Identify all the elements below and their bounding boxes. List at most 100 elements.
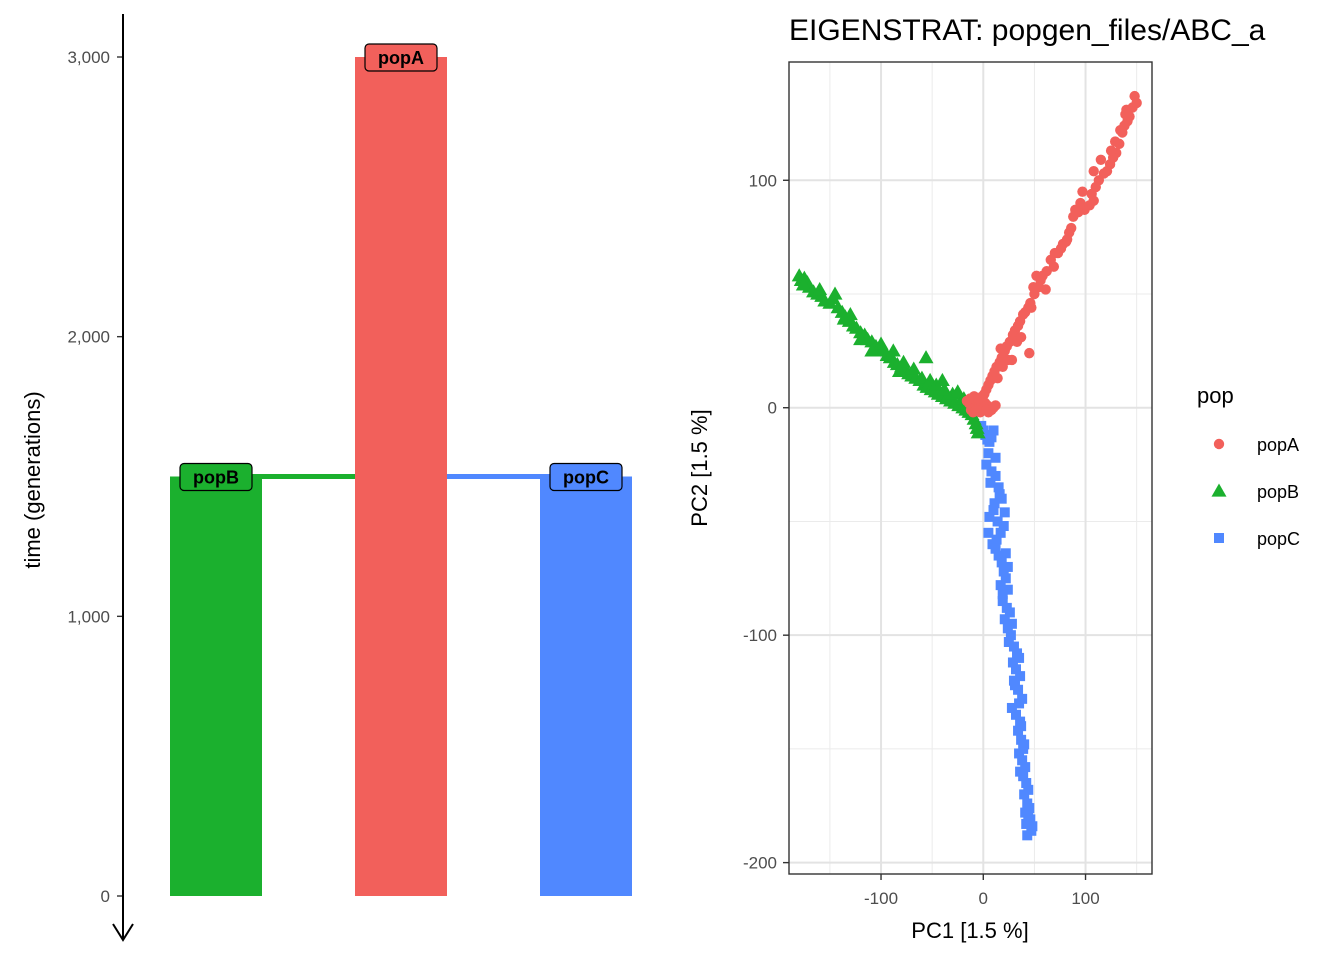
bar-popA [355, 57, 447, 896]
point-popC [988, 425, 999, 436]
point-popC [1021, 778, 1032, 789]
left-y-tick-label: 3,000 [67, 48, 110, 67]
point-popC [1011, 664, 1022, 675]
pca-y-axis-title: PC2 [1.5 %] [687, 409, 712, 526]
point-popC [1014, 652, 1025, 663]
point-popC [999, 507, 1010, 518]
pca-points [791, 90, 1142, 841]
label-text: popC [563, 468, 609, 488]
point-popC [986, 432, 997, 443]
point-popA [990, 400, 1001, 411]
pca-grid [789, 62, 1152, 874]
point-popA [1028, 281, 1039, 293]
point-popC [1019, 739, 1030, 750]
population-history-panel: 0 1,000 2,000 3,000 popB popA popC time (gene… [20, 14, 632, 942]
point-popC [995, 527, 1006, 538]
pca-panel: EIGENSTRAT: popgen_files/ABC_a -100 0 100-… [687, 14, 1300, 943]
point-popC [983, 527, 994, 538]
bar-popC [540, 476, 632, 896]
pca-title: EIGENSTRAT: popgen_files/ABC_a [789, 14, 1266, 47]
point-popA [1061, 234, 1073, 245]
label-popB: popB [179, 462, 253, 492]
legend-label-popB: popB [1257, 482, 1299, 502]
point-popC [1009, 680, 1020, 691]
point-popA [1095, 154, 1107, 166]
pca-y-tick-label: 0 [768, 399, 777, 418]
point-popA [1105, 145, 1117, 156]
point-popA [1088, 165, 1099, 177]
point-popC [984, 511, 995, 522]
label-text: popA [378, 48, 424, 68]
label-text: popB [193, 468, 239, 488]
point-popC [1016, 721, 1027, 732]
point-popB [936, 382, 952, 396]
point-popA [997, 361, 1008, 372]
point-popB [795, 277, 811, 291]
legend-key-popB [1211, 483, 1227, 497]
point-popA [1066, 222, 1077, 234]
point-popB [918, 350, 934, 364]
point-popC [1014, 748, 1025, 759]
point-popA [1015, 332, 1027, 343]
point-popA [972, 393, 984, 404]
label-box [179, 462, 253, 492]
point-popC [1025, 814, 1036, 825]
point-popC [1007, 657, 1018, 668]
pca-x-axis-title: PC1 [1.5 %] [911, 918, 1028, 943]
point-popC [988, 505, 999, 516]
point-popC [991, 534, 1002, 545]
point-popC [1008, 641, 1019, 652]
point-popA [1026, 302, 1037, 313]
point-popC [1011, 709, 1022, 720]
legend-title: pop [1197, 383, 1234, 408]
point-popA [1109, 136, 1121, 147]
point-popC [1017, 755, 1028, 766]
point-popC [1014, 698, 1025, 709]
point-popC [1006, 702, 1017, 713]
point-popC [992, 516, 1003, 527]
point-popB [873, 336, 889, 350]
label-box [549, 462, 623, 492]
point-popC [1000, 548, 1011, 559]
point-popB [885, 343, 901, 357]
label-popA: popA [364, 43, 438, 72]
point-popA [1121, 104, 1132, 115]
left-y-tick-label: 2,000 [67, 328, 110, 347]
legend-label-popA: popA [1257, 435, 1299, 455]
pca-x-tick-label: -100 [864, 889, 898, 908]
point-popA [1131, 97, 1142, 109]
point-popC [1020, 762, 1031, 773]
point-popC [983, 448, 994, 459]
population-labels: popB popA popC [179, 43, 623, 492]
point-popC [981, 459, 992, 470]
point-popA [992, 372, 1003, 384]
left-y-axis-title: time (generations) [20, 391, 45, 568]
bar-popB [170, 476, 262, 896]
legend-key-popC [1214, 533, 1224, 543]
point-popB [853, 331, 869, 346]
point-popC [1023, 784, 1034, 795]
point-popC [1005, 630, 1016, 641]
label-box [364, 43, 438, 72]
point-popB [812, 281, 828, 296]
point-popA [983, 407, 994, 418]
point-popB [864, 343, 880, 357]
point-popB [970, 425, 986, 439]
left-y-tick-label: 1,000 [67, 607, 110, 626]
point-popB [934, 372, 950, 387]
point-popB [836, 311, 852, 325]
point-popC [997, 589, 1008, 600]
point-popC [990, 543, 1001, 554]
point-popC [999, 614, 1010, 625]
legend-key-popA [1213, 438, 1225, 450]
left-y-tick-label: 0 [101, 887, 110, 906]
point-popC [993, 550, 1004, 561]
point-popC [1004, 607, 1015, 618]
left-y-ticks: 0 1,000 2,000 3,000 [67, 48, 123, 906]
point-popC [998, 521, 1009, 531]
point-popC [995, 580, 1006, 591]
point-popA [1075, 197, 1086, 209]
point-popA [970, 404, 982, 416]
pca-y-tick-label: -200 [743, 854, 777, 873]
